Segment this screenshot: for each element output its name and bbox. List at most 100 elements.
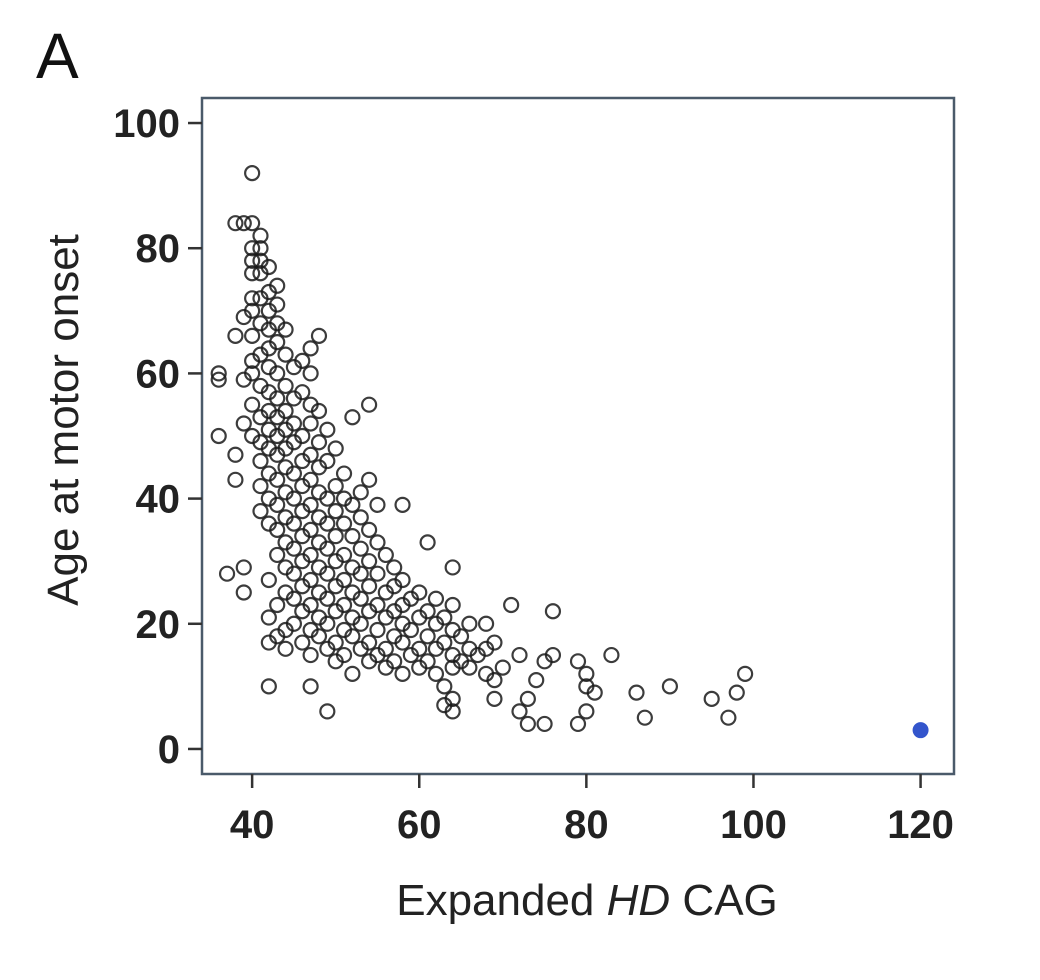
- data-point: [569, 715, 587, 733]
- data-point: [277, 346, 294, 363]
- plot-area: [200, 96, 956, 776]
- data-point: [394, 496, 411, 513]
- data-point: [369, 565, 386, 582]
- data-point: [419, 628, 436, 645]
- data-point: [310, 459, 328, 476]
- y-tick-label: 100: [113, 102, 180, 146]
- data-point: [511, 703, 528, 720]
- data-point: [327, 578, 344, 595]
- data-point: [294, 553, 311, 570]
- data-point: [235, 584, 252, 601]
- y-tick-label: 0: [158, 728, 180, 772]
- data-point: [285, 565, 303, 582]
- x-axis-ticks: 40 60 80 100 120: [230, 774, 954, 847]
- data-point: [269, 446, 286, 463]
- data-point: [444, 559, 461, 576]
- data-point: [419, 534, 436, 551]
- data-point: [235, 215, 252, 232]
- data-point: [511, 646, 528, 664]
- x-axis-label: Expanded HD CAG: [396, 876, 778, 925]
- data-point: [461, 659, 478, 676]
- data-point: [244, 265, 261, 282]
- data-point: [327, 503, 344, 520]
- data-point: [427, 590, 445, 607]
- x-axis-label-part-3: CAG: [670, 876, 778, 925]
- data-point: [285, 465, 303, 482]
- data-point: [436, 678, 453, 695]
- data-point: [377, 584, 394, 601]
- data-point: [260, 609, 277, 626]
- data-point: [444, 703, 461, 720]
- data-point: [361, 396, 378, 413]
- data-point: [427, 640, 445, 657]
- data-point: [369, 621, 386, 639]
- data-point: [244, 215, 261, 232]
- data-point: [327, 528, 344, 545]
- data-point: [252, 265, 269, 282]
- data-point: [519, 715, 536, 733]
- panel-label: A: [36, 20, 79, 92]
- x-tick-label: 40: [230, 803, 275, 847]
- data-point: [519, 690, 536, 707]
- data-point: [411, 659, 428, 676]
- data-point: [210, 427, 227, 445]
- data-point: [569, 653, 587, 670]
- data-point: [269, 365, 286, 382]
- y-tick-label: 80: [136, 227, 181, 271]
- data-point: [277, 640, 294, 657]
- data-point: [277, 377, 294, 395]
- data-point: [352, 540, 369, 557]
- data-point: [285, 515, 303, 532]
- data-point: [294, 477, 311, 495]
- data-point: [319, 703, 336, 720]
- data-point: [218, 565, 236, 582]
- data-point: [327, 477, 344, 495]
- data-point: [269, 521, 286, 538]
- data-point: [703, 690, 720, 707]
- data-point: [352, 565, 369, 582]
- data-point: [244, 352, 261, 369]
- data-point: [210, 371, 227, 388]
- data-point: [327, 440, 344, 457]
- data-point: [285, 390, 303, 407]
- data-point: [319, 490, 336, 507]
- data-point: [377, 659, 394, 676]
- data-point: [377, 609, 394, 626]
- data-point: [227, 327, 244, 344]
- data-point: [536, 653, 553, 670]
- data-point: [578, 703, 595, 720]
- data-point: [319, 540, 336, 557]
- data-point: [444, 659, 461, 676]
- data-point: [235, 308, 252, 326]
- data-point: [327, 653, 344, 670]
- data-point: [319, 421, 336, 438]
- highlight-point: [912, 722, 929, 739]
- data-point: [369, 534, 386, 551]
- data-point: [285, 540, 303, 557]
- plot-frame: [200, 96, 956, 776]
- data-point: [661, 678, 679, 695]
- data-point: [277, 321, 294, 338]
- data-point: [269, 409, 286, 426]
- y-tick-label: 20: [136, 603, 181, 647]
- data-point: [578, 665, 595, 682]
- data-point: [361, 553, 378, 570]
- data-point: [352, 484, 369, 501]
- data-point: [361, 603, 378, 620]
- data-point: [319, 515, 336, 532]
- data-point: [260, 321, 277, 338]
- data-point: [361, 471, 378, 488]
- data-point: [310, 327, 328, 344]
- data-point: [361, 578, 378, 595]
- data-point: [344, 496, 361, 513]
- data-point: [302, 365, 319, 382]
- data-point: [269, 471, 286, 488]
- data-point: [227, 471, 244, 488]
- data-point: [344, 665, 361, 682]
- data-point: [352, 615, 369, 632]
- data-point: [319, 565, 336, 582]
- x-tick-label: 60: [397, 803, 442, 847]
- data-point: [269, 390, 286, 407]
- data-point: [544, 603, 562, 620]
